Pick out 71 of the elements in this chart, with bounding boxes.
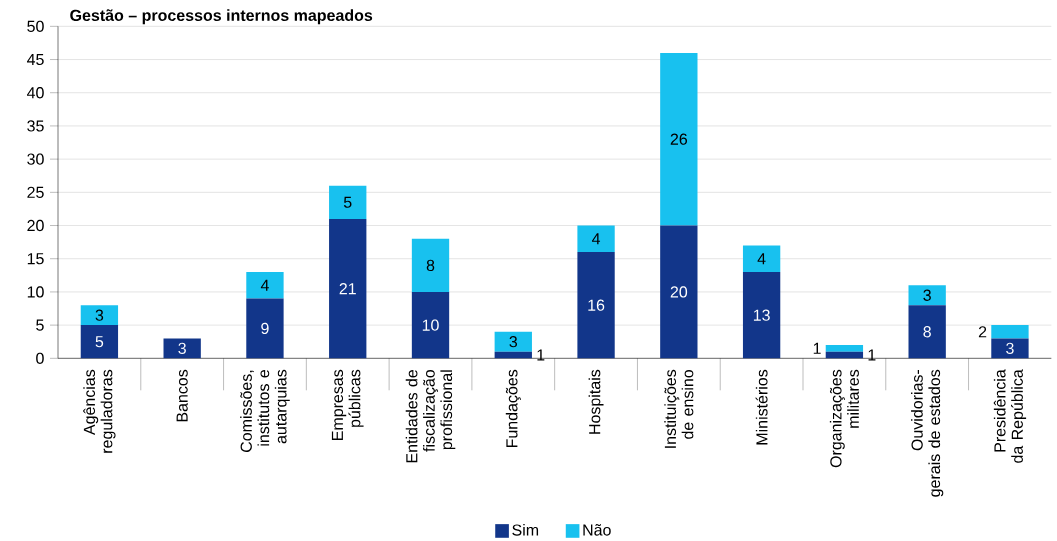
x-tick-label: Ministérios	[755, 369, 768, 445]
bar	[660, 52, 698, 226]
data-label: 16	[588, 299, 605, 311]
y-tick-label: 20	[27, 219, 44, 232]
y-tick-label: 30	[27, 153, 44, 165]
bar	[577, 252, 615, 359]
y-tick-label: 50	[27, 20, 44, 32]
x-tick-label: Instituições de ensino	[664, 369, 694, 448]
y-tick-label: 25	[27, 186, 44, 198]
data-label: 3	[923, 289, 931, 301]
legend-label: Sim	[512, 523, 539, 536]
data-label: 13	[753, 309, 770, 321]
y-tick-label: 45	[26, 53, 44, 66]
data-label: 3	[95, 309, 104, 321]
bar	[825, 345, 864, 352]
data-label: 4	[591, 233, 601, 245]
data-label: 5	[95, 336, 104, 348]
data-label: 9	[261, 322, 269, 335]
data-label: 5	[343, 196, 352, 208]
data-label: 21	[339, 283, 356, 295]
bar	[660, 225, 698, 359]
data-label: 10	[422, 319, 439, 331]
data-label: 8	[426, 259, 435, 272]
x-tick-label: Hospitais	[588, 369, 604, 434]
legend-label: Não	[583, 524, 611, 536]
data-label: 3	[1006, 342, 1014, 355]
bar	[908, 305, 946, 359]
bar	[577, 225, 615, 253]
y-tick-label: 15	[27, 253, 44, 265]
x-tick-label: Ouvidorias-gerais de estados	[911, 369, 944, 497]
x-tick-label: Bancos	[176, 369, 188, 422]
x-tick-label: Entidades de fiscalização profissional	[405, 369, 456, 463]
bar	[329, 218, 367, 359]
y-tick-label: 35	[27, 120, 44, 132]
bar	[991, 325, 1029, 339]
x-tick-label: Presidência da República	[993, 369, 1027, 463]
bar	[742, 245, 781, 273]
data-label: 1	[537, 349, 545, 361]
bar	[246, 272, 284, 299]
y-tick-label: 40	[26, 87, 44, 99]
bar	[908, 285, 946, 306]
data-label: 4	[260, 279, 269, 291]
bar	[80, 325, 119, 359]
data-label: 8	[923, 326, 931, 338]
bar	[163, 338, 201, 359]
bar	[411, 238, 450, 292]
data-label: 26	[670, 133, 688, 145]
bar	[411, 291, 450, 359]
x-tick-label: Organizações militares	[829, 369, 859, 468]
bar	[246, 298, 284, 359]
y-tick-label: 10	[27, 286, 44, 298]
bar	[742, 272, 781, 359]
data-label: 3	[178, 342, 186, 355]
y-tick-label: 0	[36, 352, 44, 364]
x-tick-label: Fundações	[505, 369, 521, 448]
data-label: 1	[868, 349, 876, 361]
bar	[494, 331, 532, 352]
data-label: 4	[757, 253, 766, 265]
chart-title: Gestão – processos internos mapeados	[70, 9, 373, 25]
bar	[80, 305, 119, 326]
bar	[329, 185, 367, 219]
data-label: 20	[670, 286, 688, 298]
bar	[991, 338, 1029, 359]
data-label: 2	[978, 326, 987, 338]
x-tick-label: Agências reguladoras	[83, 369, 116, 453]
bar	[494, 351, 532, 359]
data-label: 3	[509, 336, 518, 348]
x-tick-label: Comissões, institutos e autarquias	[240, 369, 290, 453]
bar	[825, 351, 864, 359]
data-label: 1	[813, 342, 821, 354]
y-tick-label: 5	[36, 319, 44, 331]
